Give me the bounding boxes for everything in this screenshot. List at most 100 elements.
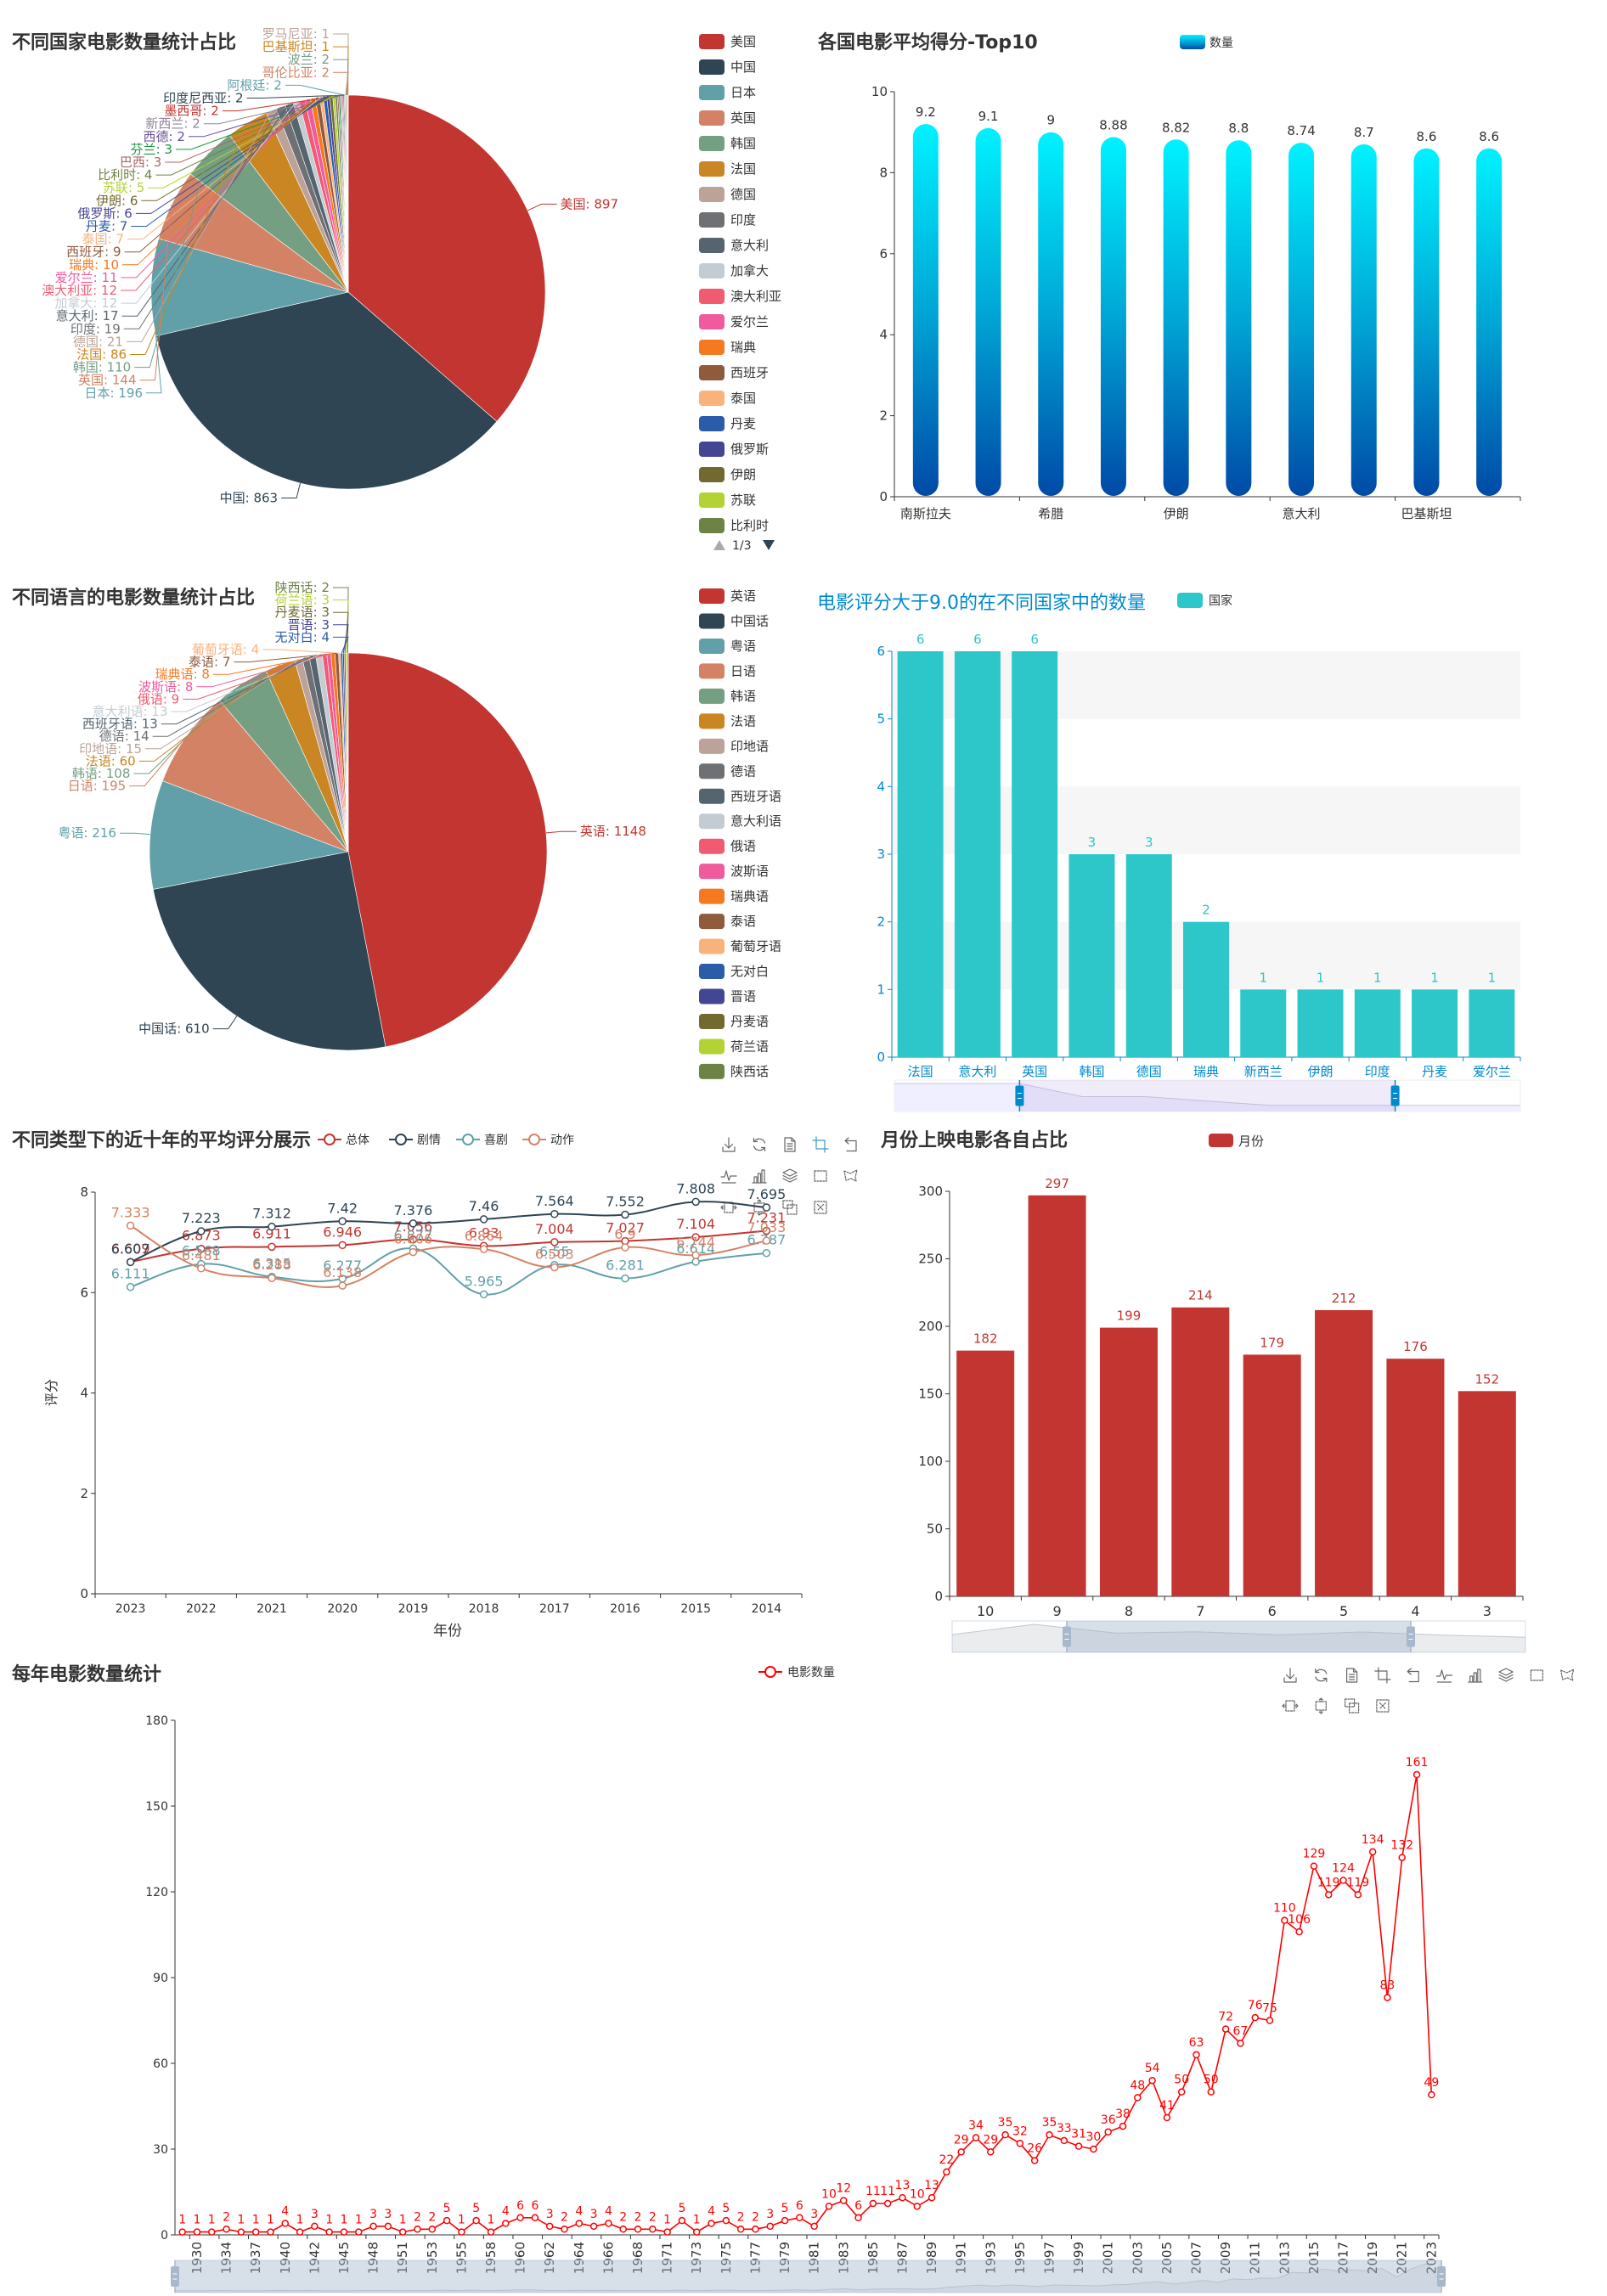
slider-start-handle[interactable] <box>171 2260 179 2293</box>
toolbox-hit-area[interactable] <box>810 1134 831 1155</box>
legend-item[interactable]: 韩语 <box>699 688 756 704</box>
legend-item[interactable]: 月份 <box>1209 1134 1264 1149</box>
legend-item[interactable]: 瑞典语 <box>699 888 769 904</box>
legend-item[interactable]: 喜剧 <box>456 1134 508 1147</box>
toolbox-data-view-button[interactable] <box>1342 1665 1362 1685</box>
slider-selected-range[interactable] <box>175 2260 1441 2293</box>
legend-item[interactable]: 德语 <box>699 763 756 779</box>
legend-item[interactable]: 苏联 <box>699 492 756 508</box>
legend-item[interactable]: 西班牙语 <box>699 788 781 804</box>
slider-start-handle[interactable] <box>1063 1621 1071 1652</box>
legend-item[interactable]: 加拿大 <box>699 263 769 279</box>
legend-item[interactable]: 西班牙 <box>699 365 769 380</box>
legend-item[interactable]: 波斯语 <box>699 864 769 879</box>
legend-item[interactable]: 无对白 <box>699 964 769 980</box>
legend-item[interactable]: 爱尔兰 <box>699 314 769 329</box>
slider-end-handle[interactable] <box>1407 1621 1415 1652</box>
legend-item[interactable]: 泰语 <box>699 914 756 930</box>
toolbox-data-zoom-back-button[interactable] <box>1403 1665 1424 1685</box>
slider-end-handle[interactable] <box>1390 1080 1400 1111</box>
toolbox-restore-button[interactable] <box>1311 1665 1331 1685</box>
legend-item[interactable]: 日本 <box>699 85 756 100</box>
legend-item[interactable]: 荷兰语 <box>699 1038 769 1055</box>
toolbox-hit-area[interactable] <box>841 1134 861 1155</box>
slider-end-handle[interactable] <box>1437 2260 1446 2293</box>
toolbox-magic-bar-button[interactable] <box>1465 1665 1486 1685</box>
toolbox-hit-area[interactable] <box>1526 1665 1547 1685</box>
legend-item[interactable]: 晋语 <box>699 988 756 1004</box>
legend-item[interactable]: 韩国 <box>699 136 756 151</box>
legend-item[interactable]: 动作 <box>522 1134 574 1147</box>
legend-item[interactable]: 陕西话 <box>699 1063 769 1079</box>
toolbox-brush-keep-button[interactable] <box>1342 1696 1362 1716</box>
legend-item[interactable]: 数量 <box>1180 35 1233 50</box>
toolbox-brush-line-y-button[interactable] <box>749 1197 770 1218</box>
data-zoom-slider[interactable] <box>951 1620 1526 1653</box>
toolbox-hit-area[interactable] <box>1373 1665 1393 1685</box>
data-zoom-slider[interactable] <box>894 1079 1521 1112</box>
legend-prev-page-icon[interactable] <box>713 540 725 550</box>
toolbox-magic-line-button[interactable] <box>1435 1665 1455 1685</box>
toolbox-brush-polygon-button[interactable] <box>1558 1665 1578 1685</box>
legend-item[interactable]: 法国 <box>699 161 756 177</box>
toolbox-save-as-image-button[interactable] <box>1280 1665 1300 1685</box>
legend-item[interactable]: 法语 <box>699 713 756 729</box>
toolbox-hit-area[interactable] <box>810 1166 831 1186</box>
legend-item[interactable]: 丹麦 <box>699 416 756 431</box>
toolbox-magic-line-button[interactable] <box>719 1166 739 1186</box>
toolbox-hit-area[interactable] <box>1311 1665 1331 1685</box>
legend-item[interactable]: 比利时 <box>699 518 769 533</box>
toolbox-brush-rect-button[interactable] <box>810 1166 831 1186</box>
legend-item[interactable]: 国家 <box>1177 593 1232 608</box>
toolbox-hit-area[interactable] <box>1403 1665 1424 1685</box>
legend-item[interactable]: 粤语 <box>699 638 756 654</box>
legend-item[interactable]: 泰国 <box>699 391 756 406</box>
toolbox-data-view-button[interactable] <box>780 1134 800 1155</box>
toolbox-brush-clear-button[interactable] <box>810 1197 831 1218</box>
legend-item[interactable]: 美国 <box>699 34 756 49</box>
legend-item[interactable]: 瑞典 <box>699 340 756 355</box>
legend-item[interactable]: 英语 <box>699 588 756 604</box>
toolbox-brush-line-x-button[interactable] <box>1280 1696 1300 1716</box>
toolbox-data-zoom-button[interactable] <box>810 1134 831 1155</box>
slider-selected-range[interactable] <box>1019 1080 1396 1111</box>
legend-item[interactable]: 中国 <box>699 59 756 75</box>
toolbox-brush-clear-button[interactable] <box>1373 1696 1393 1716</box>
legend-item[interactable]: 澳大利亚 <box>699 289 781 304</box>
toolbox-restore-button[interactable] <box>749 1134 770 1155</box>
toolbox-brush-line-y-button[interactable] <box>1311 1696 1331 1716</box>
legend-item[interactable]: 电影数量 <box>758 1666 835 1680</box>
toolbox-save-as-image-button[interactable] <box>719 1134 739 1155</box>
legend-item[interactable]: 丹麦语 <box>699 1013 769 1029</box>
legend-item[interactable]: 中国话 <box>699 613 769 629</box>
legend-item[interactable]: 德国 <box>699 187 756 202</box>
toolbox-data-zoom-button[interactable] <box>1373 1665 1393 1685</box>
slider-start-handle[interactable] <box>1015 1080 1024 1111</box>
toolbox-hit-area[interactable] <box>1558 1665 1578 1685</box>
toolbox-magic-bar-button[interactable] <box>749 1166 770 1186</box>
toolbox-brush-rect-button[interactable] <box>1526 1665 1547 1685</box>
toolbox-data-zoom-back-button[interactable] <box>841 1134 861 1155</box>
toolbox-hit-area[interactable] <box>841 1166 861 1186</box>
toolbox-brush-keep-button[interactable] <box>780 1197 800 1218</box>
legend-item[interactable]: 意大利语 <box>699 813 781 830</box>
legend-item[interactable]: 印地语 <box>699 738 769 754</box>
legend-item[interactable]: 伊朗 <box>699 467 756 482</box>
legend-item[interactable]: 俄罗斯 <box>699 442 769 457</box>
legend-item[interactable]: 日语 <box>699 663 756 679</box>
toolbox-magic-stack-button[interactable] <box>1496 1665 1516 1685</box>
toolbox-brush-polygon-button[interactable] <box>841 1166 861 1186</box>
data-zoom-slider[interactable] <box>171 2259 1446 2293</box>
legend-item[interactable]: 意大利 <box>699 238 769 253</box>
legend-item[interactable]: 印度 <box>699 212 756 228</box>
slider-selected-range[interactable] <box>1067 1621 1411 1652</box>
legend-item[interactable]: 英国 <box>699 110 756 126</box>
legend-item[interactable]: 俄语 <box>699 838 756 854</box>
toolbox-magic-stack-button[interactable] <box>780 1166 800 1186</box>
slider-track[interactable] <box>951 1620 1526 1653</box>
legend-item[interactable]: 总体 <box>318 1134 369 1147</box>
legend-item[interactable]: 剧情 <box>389 1134 441 1147</box>
legend-item[interactable]: 葡萄牙语 <box>699 938 781 954</box>
toolbox-hit-area[interactable] <box>749 1134 770 1155</box>
legend-next-page-icon[interactable] <box>763 540 775 550</box>
